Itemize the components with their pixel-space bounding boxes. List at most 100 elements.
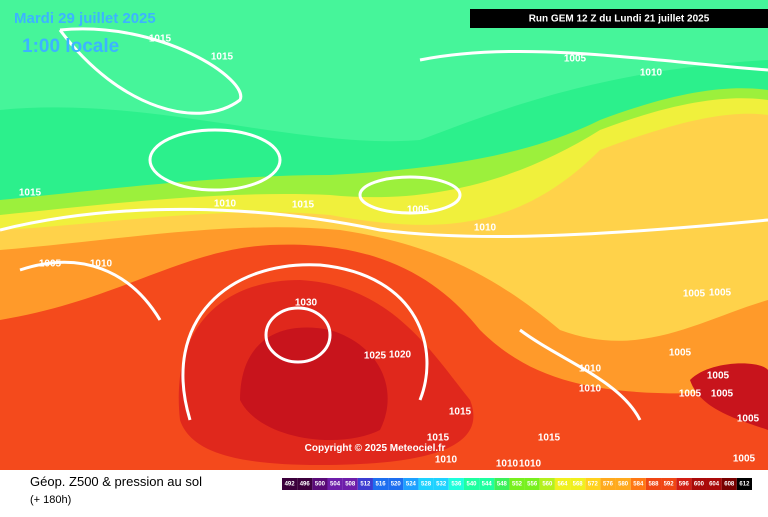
isobar	[419, 49, 768, 72]
isobar-label: 1005	[683, 289, 706, 300]
legend-swatch	[524, 478, 540, 490]
isobar-lines	[0, 27, 768, 421]
legend-label: 564	[557, 482, 568, 488]
legend-label: 604	[709, 482, 720, 488]
copyright: Copyright © 2025 Meteociel.fr	[305, 443, 446, 454]
isobar-label: 1010	[496, 459, 519, 470]
isobar-label: 1005	[707, 371, 730, 382]
legend-label: 596	[679, 482, 690, 488]
isobar-label: 1025	[364, 351, 387, 362]
footer-title: Géop. Z500 & pression au sol	[30, 474, 202, 489]
color-legend: 492 496 500 504 508 512 516 520 524 528 532 536 540 5…	[282, 478, 752, 490]
legend-swatch	[615, 478, 631, 490]
legend-label: 504	[330, 482, 341, 488]
legend-label: 536	[451, 482, 462, 488]
legend-label: 524	[406, 482, 417, 488]
isobar-label: 1010	[640, 68, 663, 79]
legend-label: 500	[315, 482, 326, 488]
forecast-time: 1:00 locale	[22, 36, 119, 57]
isobar-label: 1005	[711, 389, 734, 400]
run-banner	[470, 9, 768, 28]
legend-swatch	[676, 478, 692, 490]
legend-label: 540	[467, 482, 478, 488]
legend-label: 528	[421, 482, 432, 488]
legend-label: 584	[633, 482, 644, 488]
legend-label: 612	[739, 482, 750, 488]
legend-swatch	[585, 478, 601, 490]
legend-swatch	[706, 478, 722, 490]
isobar-label: 1005	[737, 414, 760, 425]
isobar	[19, 260, 162, 321]
isobar-label: 1010	[474, 223, 497, 234]
isobar-label: 1015	[19, 188, 42, 199]
legend-swatch	[691, 478, 707, 490]
legend-swatch	[479, 478, 495, 490]
legend-swatch	[433, 478, 449, 490]
legend-swatch	[388, 478, 404, 490]
isobar	[0, 207, 768, 239]
isobar	[181, 263, 429, 421]
run-info: Run GEM 12 Z du Lundi 21 juillet 2025	[529, 14, 710, 25]
isobar	[264, 306, 332, 364]
legend-swatch	[342, 478, 358, 490]
isobar-label: 1010	[90, 259, 113, 270]
field-contour	[0, 0, 768, 142]
legend-swatch	[554, 478, 571, 490]
isobar-label: 1005	[564, 54, 587, 65]
isobar-label: 1010	[579, 364, 602, 375]
legend-label: 608	[724, 482, 735, 488]
legend-swatch	[297, 478, 313, 490]
legend-swatch	[282, 478, 298, 490]
legend-label: 512	[360, 482, 371, 488]
legend-swatch	[357, 478, 373, 490]
legend-label: 600	[694, 482, 705, 488]
legend-swatch	[372, 478, 389, 490]
isobar-label: 1010	[579, 384, 602, 395]
legend-swatch	[630, 478, 646, 490]
legend-swatch	[721, 478, 737, 490]
isobar	[58, 27, 243, 115]
legend-label: 556	[527, 482, 538, 488]
isobar-label: 1010	[435, 455, 458, 466]
legend-swatch	[418, 478, 434, 490]
isobar-label: 1030	[295, 298, 318, 309]
legend-label: 532	[436, 482, 447, 488]
legend-label: 520	[391, 482, 402, 488]
legend-label: 560	[542, 482, 553, 488]
isobar-label: 1015	[149, 34, 172, 45]
legend-swatch	[645, 478, 662, 490]
legend-swatch	[736, 478, 752, 490]
isobar-label: 1015	[292, 200, 315, 211]
legend-swatch	[661, 478, 677, 490]
legend-swatch	[448, 478, 464, 490]
legend-label: 552	[512, 482, 523, 488]
isobar-label: 1005	[407, 205, 430, 216]
legend-swatch	[570, 478, 586, 490]
isobar-label: 1005	[709, 288, 732, 299]
lead-time: (+ 180h)	[30, 494, 71, 506]
isobar-label: 1005	[733, 454, 756, 465]
field-contour	[690, 363, 768, 430]
legend-swatch	[494, 478, 510, 490]
isobar-label: 1015	[538, 433, 561, 444]
legend-label: 492	[285, 482, 296, 488]
legend-label: 592	[664, 482, 675, 488]
legend-swatch	[312, 478, 328, 490]
isobar-label: 1010	[519, 459, 542, 470]
legend-label: 516	[376, 482, 387, 488]
isobar-label: 1015	[427, 433, 450, 444]
isobar-label: 1005	[669, 348, 692, 359]
isobar-labels: 1015 1015 1005 1010 1015 1010 1015 1005 1010 1005…	[19, 34, 760, 470]
legend-label: 580	[618, 482, 629, 488]
footer	[0, 470, 768, 512]
legend-swatch	[463, 478, 480, 490]
legend-swatch	[403, 478, 419, 490]
isobar-label: 1020	[389, 350, 412, 361]
legend-swatch	[509, 478, 525, 490]
legend-swatch	[327, 478, 343, 490]
legend-label: 544	[482, 482, 493, 488]
isobar	[358, 175, 462, 215]
legend-label: 496	[300, 482, 311, 488]
isobar-label: 1015	[449, 407, 472, 418]
